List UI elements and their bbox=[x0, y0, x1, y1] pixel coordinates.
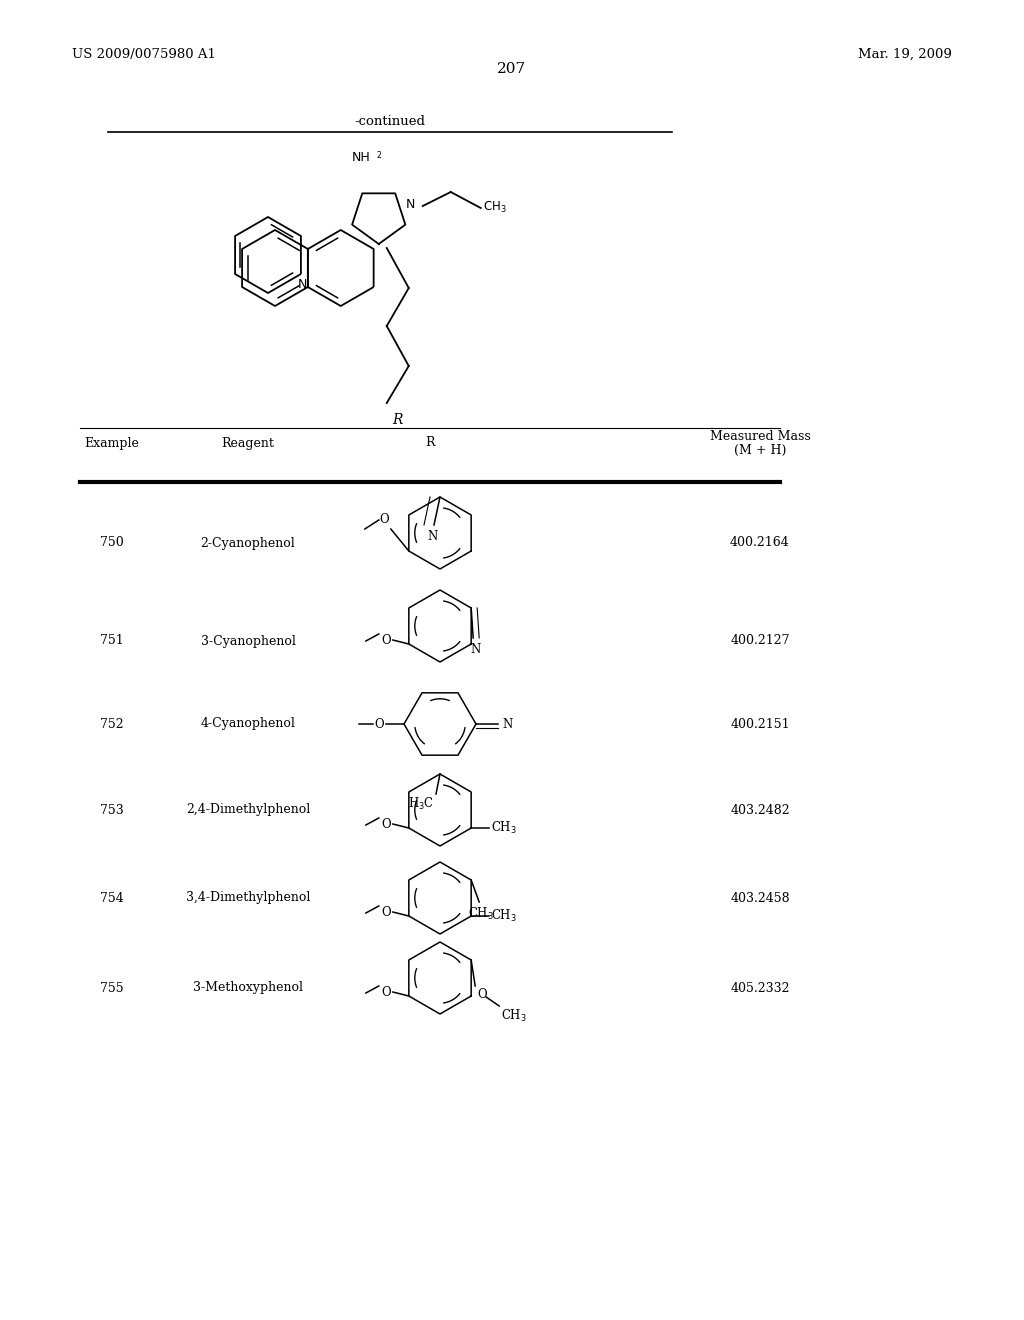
Text: O: O bbox=[381, 906, 391, 919]
Text: R: R bbox=[392, 413, 402, 426]
Text: 2,4-Dimethylphenol: 2,4-Dimethylphenol bbox=[186, 804, 310, 817]
Text: NH: NH bbox=[351, 150, 370, 164]
Text: 754: 754 bbox=[100, 891, 124, 904]
Text: 750: 750 bbox=[100, 536, 124, 549]
Text: Measured Mass: Measured Mass bbox=[710, 429, 810, 442]
Text: Example: Example bbox=[85, 437, 139, 450]
Text: N: N bbox=[298, 279, 307, 292]
Text: CH$_3$: CH$_3$ bbox=[468, 906, 495, 923]
Text: 400.2151: 400.2151 bbox=[730, 718, 790, 730]
Text: (M + H): (M + H) bbox=[734, 444, 786, 457]
Text: O: O bbox=[379, 513, 389, 525]
Text: 403.2458: 403.2458 bbox=[730, 891, 790, 904]
Text: N: N bbox=[502, 718, 512, 730]
Text: Reagent: Reagent bbox=[221, 437, 274, 450]
Text: 755: 755 bbox=[100, 982, 124, 994]
Text: R: R bbox=[425, 437, 435, 450]
Text: O: O bbox=[381, 817, 391, 830]
Text: N: N bbox=[407, 198, 416, 210]
Text: Mar. 19, 2009: Mar. 19, 2009 bbox=[858, 48, 952, 61]
Text: 753: 753 bbox=[100, 804, 124, 817]
Text: 4-Cyanophenol: 4-Cyanophenol bbox=[201, 718, 296, 730]
Text: US 2009/0075980 A1: US 2009/0075980 A1 bbox=[72, 48, 216, 61]
Text: -continued: -continued bbox=[354, 115, 426, 128]
Text: CH$_3$: CH$_3$ bbox=[492, 820, 517, 836]
Text: 403.2482: 403.2482 bbox=[730, 804, 790, 817]
Text: 3,4-Dimethylphenol: 3,4-Dimethylphenol bbox=[185, 891, 310, 904]
Text: CH$_3$: CH$_3$ bbox=[492, 908, 517, 924]
Text: N: N bbox=[470, 643, 480, 656]
Text: 3-Cyanophenol: 3-Cyanophenol bbox=[201, 635, 296, 648]
Text: 400.2164: 400.2164 bbox=[730, 536, 790, 549]
Text: $_2$: $_2$ bbox=[376, 149, 382, 162]
Text: O: O bbox=[381, 986, 391, 998]
Text: H$_3$C: H$_3$C bbox=[408, 796, 434, 812]
Text: 752: 752 bbox=[100, 718, 124, 730]
Text: 751: 751 bbox=[100, 635, 124, 648]
Text: N: N bbox=[428, 531, 438, 543]
Text: 207: 207 bbox=[498, 62, 526, 77]
Text: 400.2127: 400.2127 bbox=[730, 635, 790, 648]
Text: CH$_3$: CH$_3$ bbox=[501, 1008, 527, 1024]
Text: 2-Cyanophenol: 2-Cyanophenol bbox=[201, 536, 295, 549]
Text: O: O bbox=[477, 987, 486, 1001]
Text: O: O bbox=[375, 718, 384, 730]
Text: 3-Methoxyphenol: 3-Methoxyphenol bbox=[193, 982, 303, 994]
Text: CH$_3$: CH$_3$ bbox=[482, 199, 507, 215]
Text: O: O bbox=[381, 634, 391, 647]
Text: 405.2332: 405.2332 bbox=[730, 982, 790, 994]
